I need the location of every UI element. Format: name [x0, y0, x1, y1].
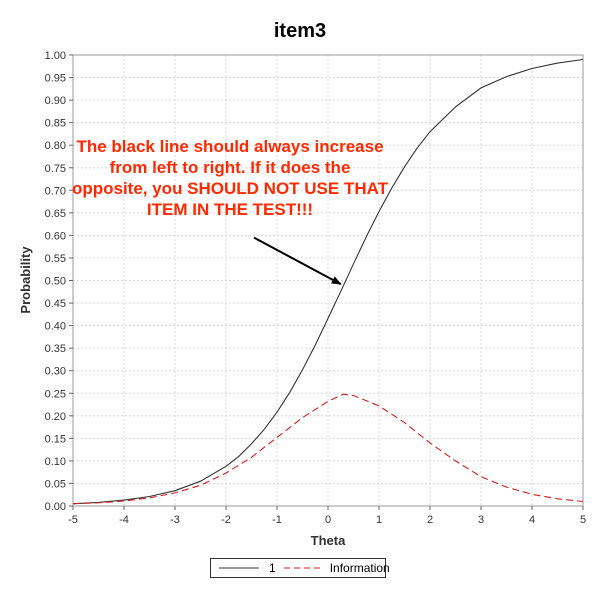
- warning-annotation: The black line should always increase fr…: [71, 137, 389, 219]
- x-tick-label: -2: [221, 514, 231, 526]
- legend-swatch-solid: [219, 567, 259, 569]
- y-tick-label: 0.80: [45, 140, 66, 152]
- x-tick-label: -5: [68, 514, 78, 526]
- legend: 1 Information: [210, 558, 390, 578]
- x-tick-label: 2: [427, 514, 433, 526]
- x-tick-label: 1: [376, 514, 382, 526]
- y-tick-label: 0.60: [45, 230, 66, 242]
- legend-label-information: Information: [329, 561, 390, 575]
- y-tick-label: 0.50: [45, 276, 66, 288]
- y-tick-label: 0.75: [45, 163, 66, 175]
- series-line-information: [72, 393, 584, 505]
- x-axis-label: Theta: [311, 533, 346, 548]
- y-tick-label: 0.00: [45, 501, 66, 513]
- legend-item-1: 1: [219, 561, 276, 575]
- y-tick-label: 0.40: [45, 321, 66, 333]
- x-tick-label: -3: [170, 514, 180, 526]
- y-tick-label: 0.10: [45, 456, 66, 468]
- y-tick-label: 0.65: [45, 208, 66, 220]
- y-tick-label: 0.15: [45, 433, 66, 445]
- legend-label-1: 1: [269, 561, 276, 575]
- x-tick-label: 4: [529, 514, 535, 526]
- x-tick-label: 0: [325, 514, 331, 526]
- y-tick-label: 0.85: [45, 118, 66, 130]
- y-tick-label: 1.00: [45, 50, 66, 62]
- y-tick-label: 0.90: [45, 95, 66, 107]
- x-tick-label: 5: [580, 514, 586, 526]
- y-tick-label: 0.95: [45, 73, 66, 85]
- y-tick-label: 0.45: [45, 298, 66, 310]
- series-line-1: [72, 58, 584, 505]
- y-tick-label: 0.35: [45, 343, 66, 355]
- legend-swatch-dashed: [283, 567, 324, 569]
- x-tick-label: 3: [478, 514, 484, 526]
- y-tick-label: 0.25: [45, 388, 66, 400]
- x-tick-label: -4: [119, 514, 129, 526]
- y-tick-label: 0.05: [45, 478, 66, 490]
- annotation-arrow: [253, 236, 342, 285]
- legend-item-information: Information: [283, 561, 390, 575]
- y-tick-label: 0.70: [45, 185, 66, 197]
- chart-title: item3: [273, 20, 327, 42]
- y-tick-label: 0.55: [45, 253, 66, 265]
- x-tick-label: -1: [272, 514, 282, 526]
- y-tick-label: 0.20: [45, 411, 66, 423]
- y-tick-label: 0.30: [45, 366, 66, 378]
- y-axis-label: Probability: [18, 246, 33, 314]
